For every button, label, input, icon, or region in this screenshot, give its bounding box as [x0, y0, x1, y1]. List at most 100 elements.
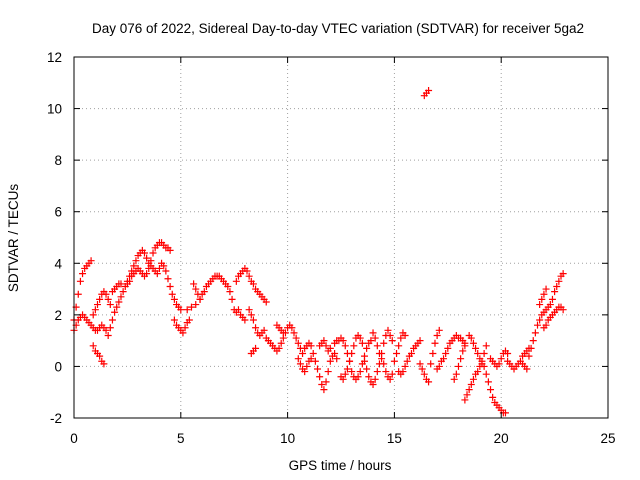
data-point	[363, 365, 371, 373]
data-point	[375, 350, 383, 358]
data-point	[245, 272, 253, 280]
data-point	[399, 368, 407, 376]
data-point	[369, 380, 377, 388]
y-tick-label: 0	[54, 359, 62, 374]
data-point	[442, 350, 450, 358]
data-point	[290, 329, 298, 337]
data-point	[553, 282, 561, 290]
data-point	[194, 290, 202, 298]
data-point	[356, 334, 364, 342]
data-point	[469, 339, 477, 347]
data-point	[484, 378, 492, 386]
data-point	[260, 326, 268, 334]
data-point	[277, 339, 285, 347]
data-point	[482, 342, 490, 350]
y-axis-label: SDTVAR / TECUs	[6, 184, 21, 293]
data-point	[162, 267, 170, 275]
data-point	[378, 355, 386, 363]
x-tick-label: 0	[70, 431, 78, 446]
y-tick-label: 6	[54, 205, 62, 220]
data-point	[467, 334, 475, 342]
data-point	[279, 329, 287, 337]
x-axis-ticks: 0 5 10 15 20 25	[70, 57, 616, 446]
data-point	[384, 326, 392, 334]
data-point	[403, 357, 411, 365]
data-point	[467, 380, 475, 388]
data-point	[288, 324, 296, 332]
data-point	[143, 254, 151, 262]
data-point	[102, 290, 110, 298]
data-point	[501, 409, 509, 417]
x-tick-label: 15	[387, 431, 402, 446]
data-point	[395, 342, 403, 350]
data-point	[74, 290, 82, 298]
data-point	[104, 331, 112, 339]
data-point	[192, 301, 200, 309]
data-point	[431, 339, 439, 347]
data-point	[106, 324, 114, 332]
data-point	[183, 306, 191, 314]
data-point	[119, 288, 127, 296]
data-point	[96, 352, 104, 360]
data-point	[192, 285, 200, 293]
data-point	[149, 249, 157, 257]
data-point	[252, 324, 260, 332]
data-point	[429, 350, 437, 358]
data-point	[416, 337, 424, 345]
data-point	[440, 355, 448, 363]
data-point	[433, 331, 441, 339]
data-point	[93, 301, 101, 309]
y-tick-label: 4	[54, 256, 62, 271]
data-point	[354, 373, 362, 381]
data-point	[369, 329, 377, 337]
grid-lines	[74, 57, 608, 418]
data-point	[418, 365, 426, 373]
data-point	[190, 280, 198, 288]
data-point	[307, 355, 315, 363]
data-point	[331, 350, 339, 358]
data-point	[482, 370, 490, 378]
data-point	[185, 316, 193, 324]
data-point	[226, 288, 234, 296]
data-point	[294, 339, 302, 347]
data-point	[303, 362, 311, 370]
data-point	[299, 350, 307, 358]
data-point	[548, 295, 556, 303]
data-point	[168, 290, 176, 298]
data-point	[126, 277, 134, 285]
data-point	[538, 295, 546, 303]
data-point	[476, 355, 484, 363]
data-point	[115, 298, 123, 306]
data-point	[292, 334, 300, 342]
data-point	[350, 342, 358, 350]
y-tick-label: 10	[47, 102, 62, 117]
data-point	[241, 316, 249, 324]
y-axis-ticks: -2 0 2 4 6 8 10 12	[47, 50, 608, 426]
data-point	[234, 306, 242, 314]
x-tick-label: 20	[494, 431, 509, 446]
data-point	[461, 342, 469, 350]
data-point	[356, 368, 364, 376]
data-point	[164, 275, 172, 283]
data-point	[314, 365, 322, 373]
data-point	[108, 316, 116, 324]
data-point	[130, 262, 138, 270]
data-point	[132, 257, 140, 265]
data-point	[200, 288, 208, 296]
data-points	[70, 87, 567, 417]
data-point	[324, 368, 332, 376]
data-point	[249, 316, 257, 324]
data-point	[497, 355, 505, 363]
data-point	[450, 375, 458, 383]
data-point	[252, 344, 260, 352]
data-point	[333, 355, 341, 363]
data-point	[196, 295, 204, 303]
data-point	[388, 370, 396, 378]
data-point	[89, 342, 97, 350]
data-point	[457, 355, 465, 363]
data-point	[504, 350, 512, 358]
data-point	[346, 357, 354, 365]
x-tick-label: 5	[177, 431, 185, 446]
data-point	[160, 262, 168, 270]
data-point	[179, 329, 187, 337]
